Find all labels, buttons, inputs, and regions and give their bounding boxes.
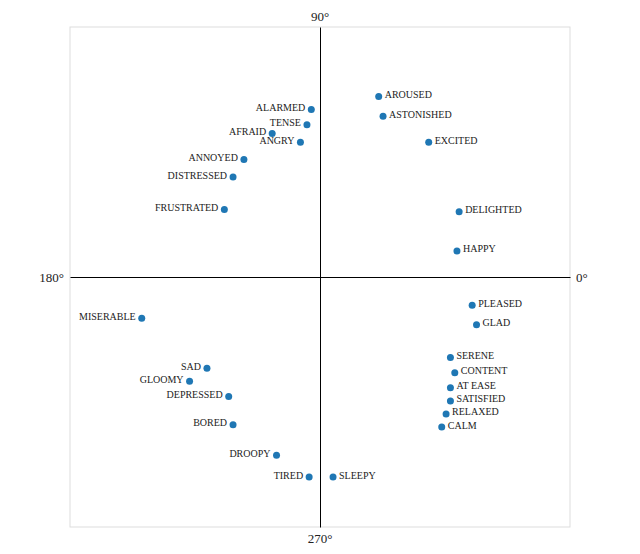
- point-label: DISTRESSED: [168, 170, 227, 181]
- point-label: MISERABLE: [79, 311, 136, 322]
- point: [443, 410, 450, 417]
- point-label: FRUSTRATED: [155, 202, 218, 213]
- point: [453, 247, 460, 254]
- point-labels: ALARMEDTENSEAFRAIDANGRYANNOYEDDISTRESSED…: [79, 89, 522, 480]
- point: [438, 424, 445, 431]
- point: [186, 378, 193, 385]
- point: [203, 365, 210, 372]
- point-label: CALM: [448, 420, 477, 431]
- point-label: SATISFIED: [456, 393, 505, 404]
- point: [273, 452, 280, 459]
- point-label: SLEEPY: [339, 470, 376, 481]
- y-axis: [320, 28, 321, 528]
- point-label: SERENE: [456, 350, 494, 361]
- point-label: SAD: [181, 361, 201, 372]
- point: [425, 139, 432, 146]
- point: [456, 208, 463, 215]
- point: [230, 421, 237, 428]
- point: [225, 393, 232, 400]
- chart: ALARMEDTENSEAFRAIDANGRYANNOYEDDISTRESSED…: [0, 0, 640, 554]
- axis-end-label: 180°: [39, 270, 64, 285]
- point: [230, 174, 237, 181]
- point: [447, 354, 454, 361]
- axis-end-label: 0°: [576, 270, 588, 285]
- points: [138, 93, 480, 480]
- point: [297, 139, 304, 146]
- point: [469, 302, 476, 309]
- point: [447, 397, 454, 404]
- annotations: 0° 90° 180° 270°: [39, 9, 587, 546]
- point-label: DELIGHTED: [465, 204, 522, 215]
- axis-end-label: 90°: [311, 9, 329, 24]
- y-axis-line: [320, 28, 321, 528]
- point: [451, 369, 458, 376]
- plot-frame: [70, 27, 570, 527]
- point-label: ASTONISHED: [389, 109, 452, 120]
- point: [330, 474, 337, 481]
- point-label: DEPRESSED: [167, 389, 223, 400]
- point-label: ALARMED: [256, 102, 305, 113]
- point: [138, 315, 145, 322]
- point-label: RELAXED: [452, 406, 499, 417]
- point: [221, 206, 228, 213]
- point: [380, 113, 387, 120]
- point-label: HAPPY: [463, 243, 496, 254]
- point-label: CONTENT: [461, 365, 508, 376]
- point: [375, 93, 382, 100]
- point-label: ANNOYED: [188, 152, 237, 163]
- point-label: EXCITED: [435, 135, 478, 146]
- point: [240, 156, 247, 163]
- point-label: GLOOMY: [140, 374, 184, 385]
- point-label: TENSE: [270, 117, 301, 128]
- point: [308, 106, 315, 113]
- point-label: GLAD: [483, 317, 511, 328]
- point-label: AT EASE: [456, 380, 496, 391]
- point-label: DROOPY: [229, 448, 270, 459]
- point-label: TIRED: [274, 470, 303, 481]
- axis-end-label: 270°: [308, 531, 333, 546]
- point: [306, 474, 313, 481]
- point-label: ANGRY: [259, 135, 294, 146]
- point-label: BORED: [193, 417, 227, 428]
- point: [473, 321, 480, 328]
- point: [447, 384, 454, 391]
- point: [303, 121, 310, 128]
- point-label: AROUSED: [385, 89, 432, 100]
- point-label: PLEASED: [478, 298, 522, 309]
